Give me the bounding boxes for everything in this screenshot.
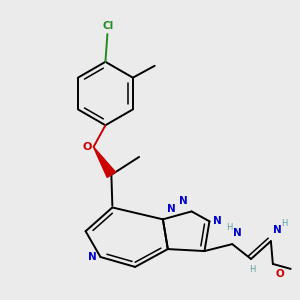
Polygon shape [94, 147, 116, 177]
Text: N: N [167, 204, 176, 214]
Text: N: N [179, 196, 188, 206]
Text: H: H [249, 265, 255, 274]
Text: Cl: Cl [103, 21, 114, 31]
Text: H: H [281, 219, 287, 228]
Text: N: N [233, 228, 242, 238]
Text: N: N [88, 252, 97, 262]
Text: H: H [226, 223, 232, 232]
Text: N: N [273, 225, 282, 235]
Text: O: O [83, 142, 92, 152]
Text: O: O [276, 269, 285, 279]
Text: N: N [213, 216, 222, 226]
